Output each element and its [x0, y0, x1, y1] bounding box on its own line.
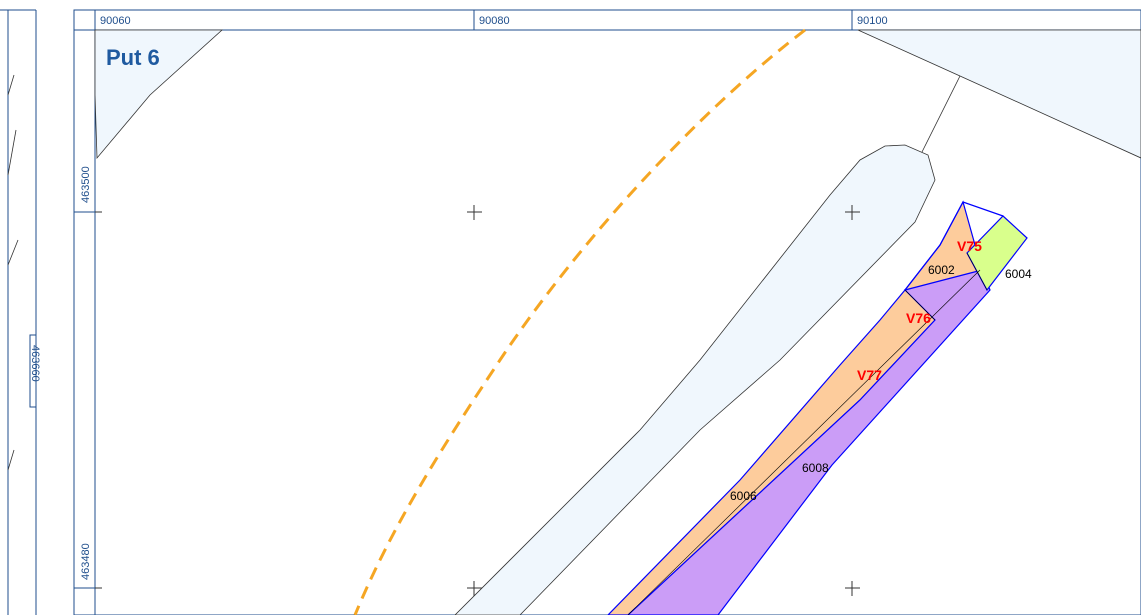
- grid-label-x-90080: 90080: [479, 15, 510, 27]
- left-panel-coord-label: 463660: [29, 345, 41, 382]
- boundary-line: [922, 76, 960, 152]
- marker-label-v75: V75: [957, 238, 982, 254]
- grid-label-x-90100: 90100: [857, 15, 888, 27]
- map-title: Put 6: [106, 45, 160, 70]
- parcel-label-6004: 6004: [1005, 267, 1032, 281]
- marker-label-v77: V77: [857, 367, 882, 383]
- grid-label-x-90060: 90060: [100, 15, 131, 27]
- grid-label-y-463480: 463480: [80, 543, 92, 580]
- area-top-right: [858, 30, 1141, 158]
- parcel-label-6006: 6006: [730, 489, 757, 503]
- grid-label-y-463500: 463500: [80, 166, 92, 203]
- parcel-label-6008: 6008: [802, 461, 829, 475]
- marker-label-v76: V76: [906, 310, 931, 326]
- left-map-panel: 463660: [0, 10, 41, 615]
- parcel-label-6002: 6002: [928, 263, 955, 277]
